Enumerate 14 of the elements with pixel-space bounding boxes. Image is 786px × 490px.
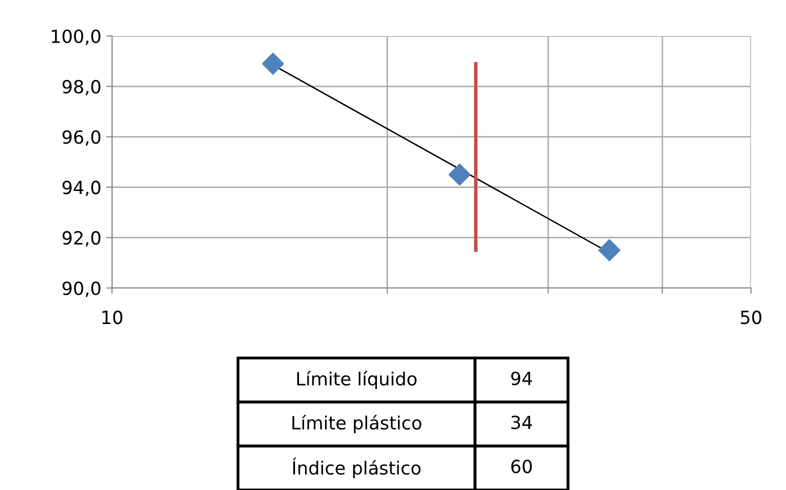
text: 94 [511,372,532,386]
text: 60 [511,460,532,474]
y-tick-label: 98,0 [62,80,100,96]
text: Índice plástico [292,458,421,478]
text: Límite líquido [297,370,417,390]
y-tick-label: 90,0 [62,281,100,297]
y-tick-label: 100,0 [52,29,100,45]
y-tick-label: 96,0 [62,130,100,146]
text: 34 [511,416,532,430]
y-tick-label: 94,0 [62,180,100,196]
y-tick-label: 92,0 [62,231,100,247]
text: Límite plástico [292,414,422,434]
x-tick-label: 10 [102,310,122,324]
x-tick-label: 50 [740,310,762,324]
